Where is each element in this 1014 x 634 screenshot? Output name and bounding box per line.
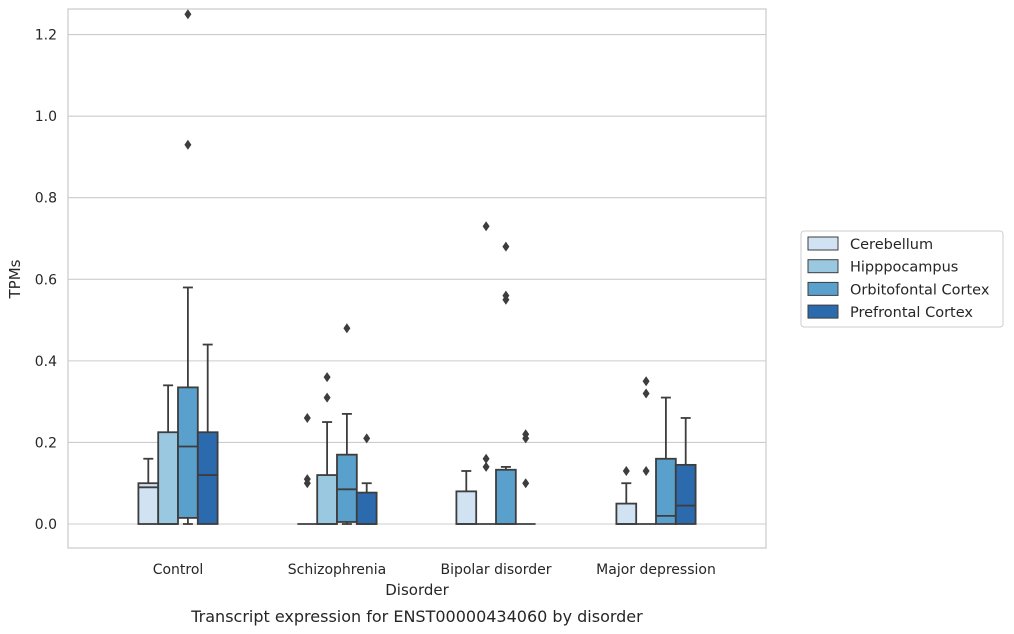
- outlier-point: [323, 372, 331, 383]
- box-mark: [157, 384, 179, 525]
- outlier-point: [184, 139, 192, 150]
- outlier-point: [323, 392, 331, 403]
- y-tick-label: 0.6: [35, 272, 57, 288]
- legend-frame: [800, 230, 1004, 328]
- x-tick-label: Bipolar disorder: [440, 562, 551, 578]
- series-group: [177, 9, 677, 525]
- outlier-point: [502, 294, 510, 305]
- box-mark: [336, 323, 358, 525]
- box-mark: [297, 412, 318, 525]
- box-mark: [515, 429, 536, 525]
- box-series: [137, 9, 697, 525]
- outlier-point: [622, 465, 630, 476]
- legend-label: Prefrontal Cortex: [850, 305, 973, 321]
- box-body: [177, 386, 199, 519]
- y-axis-title: TPMs: [6, 259, 24, 299]
- x-tick-label: Control: [153, 562, 204, 578]
- box-body: [495, 468, 517, 525]
- box-body: [455, 490, 478, 525]
- box-mark: [476, 221, 496, 525]
- outlier-point: [363, 433, 371, 444]
- box-mark: [355, 433, 378, 525]
- y-tick-label: 0.4: [35, 354, 57, 370]
- legend: Cerebellum Hipppocampus Orbitofontal Corte…: [800, 230, 1004, 328]
- outlier-point: [642, 388, 650, 399]
- box-mark: [674, 417, 697, 525]
- box-mark: [615, 465, 638, 525]
- chart-caption: Transcript expression for ENST0000043406…: [190, 607, 643, 626]
- outlier-point: [642, 376, 650, 387]
- y-tick-label: 0.0: [35, 517, 57, 533]
- outlier-point: [502, 241, 510, 252]
- outlier-point: [303, 412, 311, 423]
- box-mark: [177, 9, 199, 525]
- box-mark: [636, 376, 656, 525]
- outlier-point: [522, 478, 530, 489]
- series-group: [196, 343, 697, 525]
- box-body: [655, 457, 677, 525]
- y-tick-label: 1.0: [35, 109, 57, 125]
- legend-label: Cerebellum: [850, 237, 933, 253]
- box-mark: [455, 470, 478, 525]
- y-tick-label: 1.2: [35, 28, 57, 44]
- box-body: [355, 491, 378, 525]
- outlier-point: [522, 433, 530, 444]
- box-mark: [316, 372, 338, 525]
- box-body: [157, 431, 179, 525]
- legend-swatch: [807, 259, 839, 274]
- outlier-point: [482, 453, 490, 464]
- legend-label: Orbitofontal Cortex: [850, 282, 990, 298]
- box-body: [137, 482, 160, 525]
- box-body: [615, 502, 638, 525]
- x-axis-title: Disorder: [385, 581, 449, 599]
- legend-swatch: [807, 304, 839, 319]
- box-body: [316, 474, 338, 525]
- legend-label: Hipppocampus: [850, 260, 958, 276]
- y-tick-labels: 0.0 0.2 0.4 0.6 0.8 1.0 1.2: [35, 28, 57, 533]
- outlier-point: [303, 478, 311, 489]
- box-body: [336, 453, 358, 523]
- x-tick-labels: Control Schizophrenia Bipolar disorder Majo…: [153, 562, 716, 578]
- box-mark: [196, 343, 219, 525]
- outlier-point: [482, 461, 490, 472]
- y-tick-label: 0.2: [35, 435, 57, 451]
- outlier-point: [642, 465, 650, 476]
- x-tick-label: Schizophrenia: [288, 562, 386, 578]
- box-mark: [137, 457, 160, 525]
- x-tick-label: Major depression: [596, 562, 716, 578]
- box-body: [674, 463, 697, 525]
- y-tick-label: 0.8: [35, 191, 57, 207]
- box-body: [196, 431, 219, 525]
- box-mark: [655, 396, 677, 525]
- box-mark: [495, 241, 517, 525]
- series-group: [157, 221, 656, 525]
- plot-area-border: [67, 8, 767, 549]
- legend-swatch: [807, 281, 839, 296]
- legend-swatch: [807, 236, 839, 251]
- outlier-point: [184, 9, 192, 20]
- outlier-point: [343, 323, 351, 334]
- outlier-point: [482, 221, 490, 232]
